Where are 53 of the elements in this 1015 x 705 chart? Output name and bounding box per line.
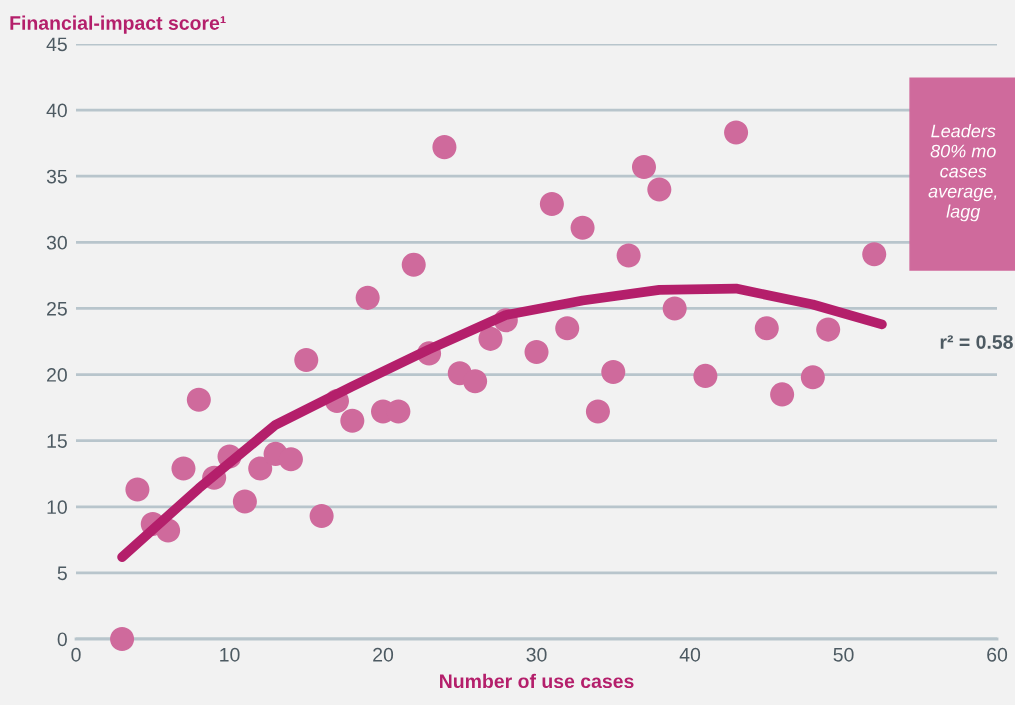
point xyxy=(294,347,319,373)
point xyxy=(478,326,503,351)
y-tick-label: 20 xyxy=(47,368,67,382)
y-tick-label: 40 xyxy=(46,103,67,118)
point xyxy=(631,154,657,179)
point xyxy=(616,243,641,268)
point xyxy=(601,359,626,384)
point xyxy=(248,456,273,481)
y-tick-label: 15 xyxy=(47,434,67,448)
point xyxy=(816,317,841,342)
point xyxy=(555,316,580,341)
point xyxy=(693,363,718,388)
point xyxy=(232,489,257,514)
point xyxy=(401,252,426,277)
x-tick-label: 60 xyxy=(987,647,1008,662)
y-tick-label: 10 xyxy=(47,500,67,515)
x-tick-label: 0 xyxy=(71,647,81,662)
point xyxy=(355,285,380,310)
y-tick-label: 25 xyxy=(47,301,67,316)
point xyxy=(862,242,887,267)
point xyxy=(340,408,365,433)
y-tick-label: 35 xyxy=(46,169,67,184)
point xyxy=(309,504,334,529)
y-tick-label: 30 xyxy=(46,235,67,250)
point xyxy=(463,369,488,394)
point xyxy=(171,456,196,481)
y-tick-label: 0 xyxy=(57,632,67,647)
point xyxy=(585,399,610,424)
x-tick-label: 20 xyxy=(373,647,394,662)
x-tick-label: 30 xyxy=(526,647,547,662)
point xyxy=(724,120,749,145)
point xyxy=(432,135,457,160)
point xyxy=(278,447,303,472)
point xyxy=(770,382,795,407)
y-tick-label: 45 xyxy=(46,37,67,52)
point xyxy=(524,340,549,365)
y-axis-title: Financial-impact score¹ xyxy=(10,15,226,34)
y-tick-label: 5 xyxy=(57,566,67,581)
x-tick-label: 40 xyxy=(679,647,701,662)
x-tick-label: 50 xyxy=(833,647,854,662)
point xyxy=(570,215,595,240)
x-tick-label: 10 xyxy=(220,647,240,662)
point xyxy=(647,177,672,202)
x-axis-title: Number of use cases xyxy=(440,673,634,689)
annotation: r² = 0.58 xyxy=(940,335,1013,349)
point xyxy=(110,626,135,652)
point xyxy=(662,296,687,321)
point xyxy=(800,365,825,390)
point xyxy=(186,387,211,412)
point xyxy=(539,191,564,217)
point xyxy=(125,477,150,502)
point xyxy=(754,316,779,341)
annotation: Leaders 80% mo cases average, lagg xyxy=(928,124,997,222)
